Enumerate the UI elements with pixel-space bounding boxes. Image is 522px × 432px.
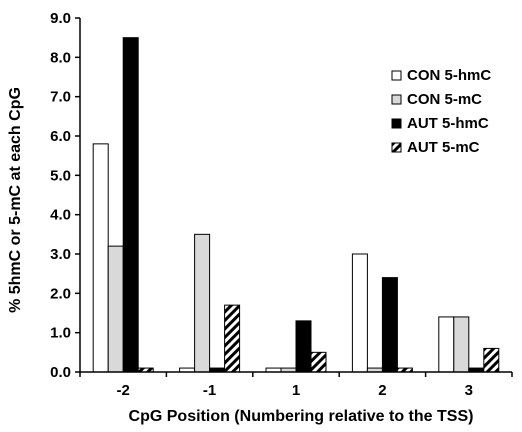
y-axis-title: % 5hmC or 5-mC at each CpG	[7, 87, 24, 313]
legend-label: AUT 5-hmC	[407, 115, 489, 132]
y-tick-label: 9.0	[50, 10, 71, 27]
bar-con-5-hmc--2	[92, 143, 109, 373]
x-tick-label: -1	[203, 382, 216, 399]
y-tick-label: 4.0	[50, 207, 71, 224]
bars-layer	[92, 37, 500, 373]
y-tick-label: 2.0	[50, 285, 71, 302]
x-tick-label: 2	[378, 382, 386, 399]
bar-con-5-mc--2	[107, 245, 124, 373]
bar-aut-5-mc-3	[483, 347, 500, 373]
y-tick-label: 0.0	[50, 364, 71, 381]
y-tick-label: 3.0	[50, 246, 71, 263]
bar-aut-5-mc--1	[224, 304, 241, 373]
legend: CON 5-hmC CON 5-mC AUT 5-hmC AUT 5-mC	[391, 67, 491, 156]
legend-swatch	[391, 94, 402, 105]
y-tick-labels: 0.0 1.0 2.0 3.0 4.0 5.0 6.0 7.0 8.0 9.0	[50, 10, 71, 381]
y-tick-label: 6.0	[50, 128, 71, 145]
y-tick-label: 8.0	[50, 49, 71, 66]
x-tick-label: 3	[465, 382, 473, 399]
bar-aut-5-hmc-2	[381, 277, 398, 373]
y-tick-label: 1.0	[50, 325, 71, 342]
bar-con-5-mc-3	[453, 316, 470, 373]
bar-aut-5-mc-1	[310, 351, 327, 373]
x-axis-title: CpG Position (Numbering relative to the …	[129, 408, 474, 425]
legend-label: CON 5-mC	[407, 91, 482, 108]
x-tick-label: 1	[292, 382, 300, 399]
bar-aut-5-hmc--2	[122, 37, 139, 373]
legend-swatch	[391, 142, 402, 153]
legend-label: AUT 5-mC	[407, 139, 480, 156]
legend-swatch	[391, 118, 402, 129]
legend-swatch	[391, 70, 402, 81]
bar-con-5-mc--1	[194, 233, 211, 373]
bar-con-5-hmc-3	[438, 316, 455, 373]
y-tick-label: 7.0	[50, 89, 71, 106]
legend-label: CON 5-hmC	[407, 67, 491, 84]
bar-con-5-hmc-2	[351, 253, 368, 373]
x-tick-label: -2	[117, 382, 130, 399]
y-tick-label: 5.0	[50, 167, 71, 184]
bar-aut-5-hmc-1	[295, 320, 312, 373]
axes-layer	[75, 17, 513, 377]
x-tick-labels: -2 -1 1 2 3	[117, 382, 473, 399]
